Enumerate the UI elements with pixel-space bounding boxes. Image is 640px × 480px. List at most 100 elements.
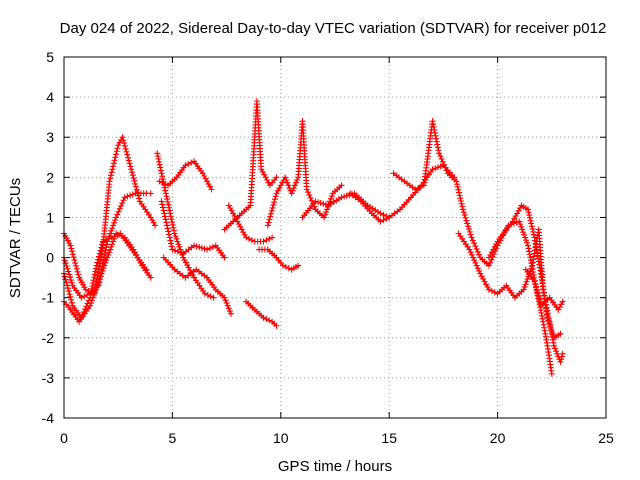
data-point — [95, 282, 102, 289]
data-point — [173, 235, 180, 242]
series-track-5 — [154, 150, 217, 301]
data-point — [377, 218, 384, 225]
data-point — [167, 213, 174, 220]
data-point — [209, 243, 216, 250]
data-point — [525, 245, 532, 252]
data-point — [289, 187, 296, 194]
data-point — [322, 201, 329, 208]
data-point — [491, 243, 498, 250]
data-point — [260, 314, 267, 321]
data-point — [322, 211, 329, 218]
data-point — [167, 210, 174, 217]
data-point — [412, 186, 419, 193]
y-axis-label: SDTVAR / TECUs — [7, 178, 24, 298]
data-point — [102, 247, 109, 254]
data-point — [114, 231, 121, 238]
data-point — [292, 179, 299, 186]
data-point — [68, 245, 75, 252]
data-point — [94, 259, 101, 266]
data-point — [108, 243, 115, 250]
data-point — [483, 281, 490, 288]
data-point — [124, 151, 131, 158]
data-point — [524, 275, 531, 282]
x-axis-label: GPS time / hours — [278, 458, 392, 475]
data-point — [488, 249, 495, 256]
data-point — [553, 348, 560, 355]
data-point — [271, 196, 278, 203]
data-point — [85, 287, 92, 294]
data-point — [459, 203, 466, 210]
y-tick-labels: -4 -3 -2 -1 0 1 2 3 4 5 — [42, 49, 55, 426]
data-point — [546, 315, 553, 322]
y-tick-label: -2 — [42, 330, 55, 346]
data-point — [235, 221, 242, 228]
data-point — [290, 185, 297, 192]
data-point — [558, 353, 565, 360]
data-point — [74, 268, 81, 275]
data-point — [306, 192, 313, 199]
data-point — [550, 342, 557, 349]
data-point — [96, 276, 103, 283]
data-point — [188, 159, 195, 166]
data-point — [210, 294, 217, 301]
data-point — [441, 161, 448, 168]
data-point — [127, 192, 134, 199]
data-point — [538, 309, 545, 316]
data-point — [157, 164, 164, 171]
data-point — [532, 281, 539, 288]
data-point — [102, 237, 109, 244]
data-point — [127, 163, 134, 170]
data-point — [226, 308, 233, 315]
data-point — [282, 263, 289, 270]
data-point — [303, 186, 310, 193]
data-point — [91, 271, 98, 278]
data-point — [509, 218, 516, 225]
data-point — [98, 267, 105, 274]
data-point — [167, 237, 174, 244]
data-point — [383, 215, 390, 222]
data-point — [109, 166, 116, 173]
data-point — [159, 201, 166, 208]
data-point — [92, 268, 99, 275]
data-point — [527, 254, 534, 261]
series-track-14 — [299, 190, 393, 221]
data-point — [207, 293, 214, 300]
data-point — [555, 306, 562, 313]
plot-frame — [63, 56, 607, 419]
data-point — [185, 160, 192, 167]
data-point — [493, 241, 500, 248]
data-point — [162, 187, 169, 194]
data-point — [68, 299, 75, 306]
data-point — [465, 223, 472, 230]
data-point — [198, 244, 205, 251]
data-point — [341, 193, 348, 200]
data-point — [156, 158, 163, 165]
data-point — [170, 227, 177, 234]
data-point — [517, 205, 524, 212]
series-track-4 — [61, 230, 150, 321]
data-point — [112, 154, 119, 161]
data-point — [417, 183, 424, 190]
data-point — [87, 294, 94, 301]
data-point — [453, 178, 460, 185]
data-point — [159, 204, 166, 211]
data-point — [485, 262, 492, 269]
data-point — [430, 124, 437, 131]
data-point — [225, 305, 232, 312]
data-point — [166, 234, 173, 241]
data-point — [61, 273, 68, 280]
data-point — [75, 271, 82, 278]
data-point — [481, 278, 488, 285]
data-point — [457, 195, 464, 202]
data-point — [171, 230, 178, 237]
data-point — [377, 210, 384, 217]
data-point — [150, 219, 157, 226]
data-point — [437, 153, 444, 160]
data-point — [114, 145, 121, 152]
data-point — [530, 231, 537, 238]
data-point — [64, 282, 71, 289]
data-point — [536, 296, 543, 303]
data-point — [468, 251, 475, 258]
data-point — [262, 174, 269, 181]
data-point — [533, 284, 540, 291]
